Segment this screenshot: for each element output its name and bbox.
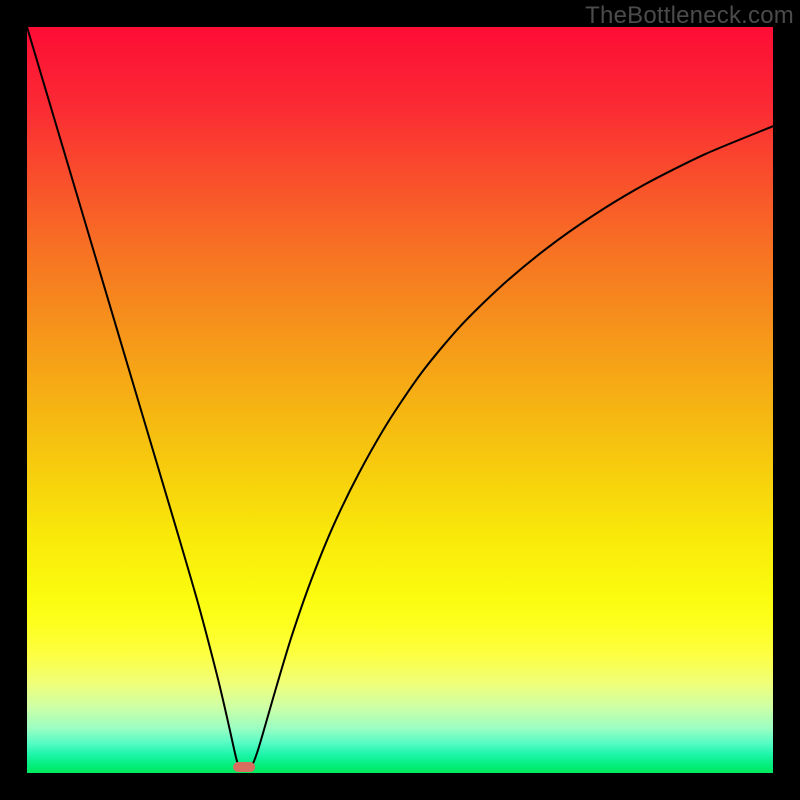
watermark-label: TheBottleneck.com [585, 2, 794, 30]
chart-container: TheBottleneck.com [0, 0, 800, 800]
valley-marker [233, 762, 255, 772]
bottleneck-chart [0, 0, 800, 800]
